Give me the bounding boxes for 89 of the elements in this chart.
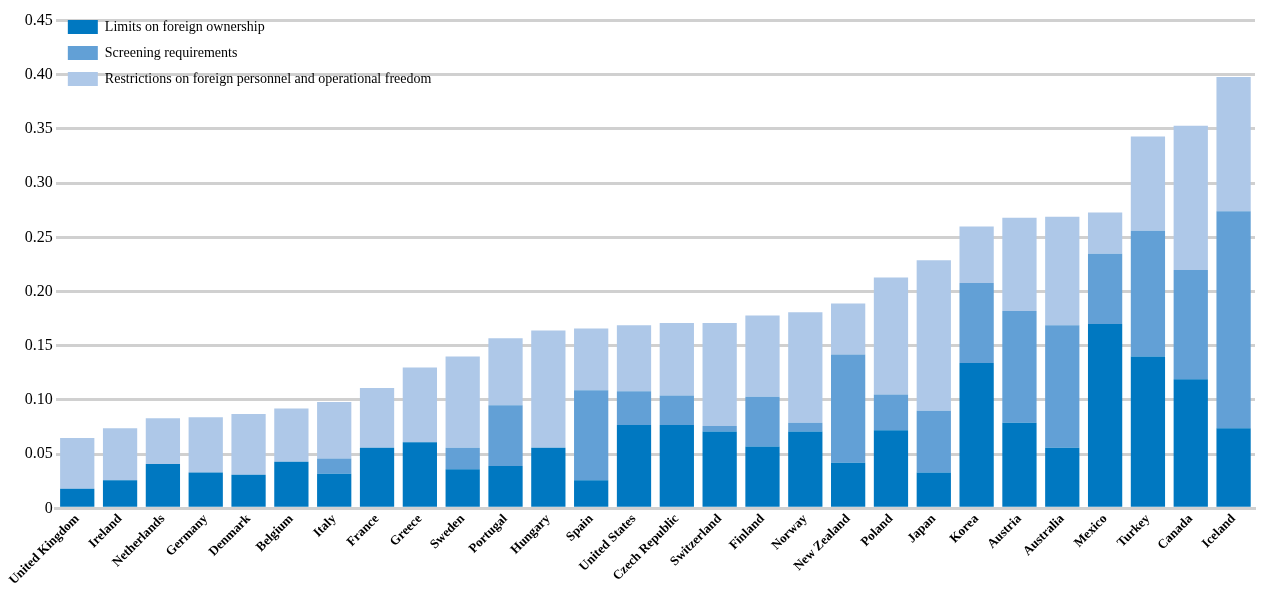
y-tick-label: 0.40 xyxy=(24,65,53,82)
bar xyxy=(274,408,309,462)
bar xyxy=(702,431,737,507)
bar xyxy=(145,463,181,507)
bar xyxy=(445,356,480,448)
bar xyxy=(873,430,909,507)
bar xyxy=(873,394,909,431)
bar xyxy=(60,437,95,489)
y-tick-label: 0.20 xyxy=(24,281,53,299)
bar xyxy=(1087,253,1123,325)
bar xyxy=(702,425,737,432)
bar xyxy=(1216,76,1251,212)
bar xyxy=(1130,356,1166,507)
bar xyxy=(1173,379,1208,507)
bar xyxy=(488,405,523,467)
bar xyxy=(916,472,951,507)
legend-label: Limits on foreign ownership xyxy=(104,18,265,34)
bar xyxy=(702,323,737,426)
bar xyxy=(317,458,352,474)
bar xyxy=(916,410,951,473)
bar xyxy=(317,402,352,459)
bar xyxy=(659,323,694,396)
bar xyxy=(831,303,866,355)
bar xyxy=(1130,136,1166,231)
bar xyxy=(1045,325,1080,448)
bar xyxy=(788,422,823,432)
bar xyxy=(231,474,266,507)
bar xyxy=(531,330,566,448)
bar xyxy=(531,447,566,507)
bar xyxy=(574,480,609,507)
y-tick-label: 0.10 xyxy=(24,390,53,408)
bar xyxy=(188,417,223,473)
bar xyxy=(574,390,609,481)
bar xyxy=(402,367,437,443)
bar xyxy=(1045,447,1080,507)
bar xyxy=(60,488,95,507)
bar xyxy=(616,325,652,392)
bar xyxy=(317,473,352,507)
bar xyxy=(188,472,223,507)
y-tick-label: 0.35 xyxy=(24,119,53,137)
bar xyxy=(1087,324,1123,507)
bar xyxy=(831,354,866,463)
bar xyxy=(1002,422,1037,507)
bar xyxy=(788,312,823,423)
bar xyxy=(1173,269,1208,380)
bar xyxy=(359,447,395,507)
y-tick-label: 0 xyxy=(44,498,53,516)
bar xyxy=(959,363,994,507)
bar xyxy=(873,277,909,395)
bar xyxy=(488,338,523,406)
bar xyxy=(959,282,994,364)
bar xyxy=(402,442,437,507)
bar xyxy=(488,466,523,507)
bar xyxy=(231,414,266,475)
y-tick-label: 0.05 xyxy=(24,444,53,462)
bar xyxy=(1216,211,1251,429)
bar xyxy=(574,328,609,391)
bar xyxy=(1173,125,1208,270)
y-tick-label: 0.15 xyxy=(24,335,53,353)
bar xyxy=(359,388,395,448)
y-tick-label: 0.25 xyxy=(24,227,53,245)
bar xyxy=(745,315,780,397)
bar xyxy=(616,424,652,507)
bar xyxy=(1130,230,1166,357)
bar xyxy=(1216,428,1251,507)
y-tick-label: 0.30 xyxy=(24,173,53,191)
bar xyxy=(1002,311,1037,423)
bar xyxy=(659,395,694,425)
legend-label: Restrictions on foreign personnel and operational freedom xyxy=(104,70,432,86)
bar xyxy=(745,396,780,447)
bar xyxy=(916,260,951,411)
y-tick-label: 0.45 xyxy=(24,10,53,28)
bar xyxy=(274,461,309,507)
bar xyxy=(1087,212,1123,254)
bar xyxy=(745,446,780,507)
bar xyxy=(102,480,138,507)
bar xyxy=(616,391,652,425)
bar xyxy=(445,469,480,507)
legend-label: Screening requirements xyxy=(104,44,238,60)
bar xyxy=(145,418,181,464)
bar xyxy=(831,462,866,507)
bar xyxy=(788,431,823,507)
bar xyxy=(959,226,994,283)
bar xyxy=(659,424,694,507)
bar xyxy=(102,428,138,481)
bar xyxy=(445,447,480,470)
x-tick-label: Italy xyxy=(309,510,340,540)
bar xyxy=(1045,216,1080,326)
bar xyxy=(1002,217,1037,312)
